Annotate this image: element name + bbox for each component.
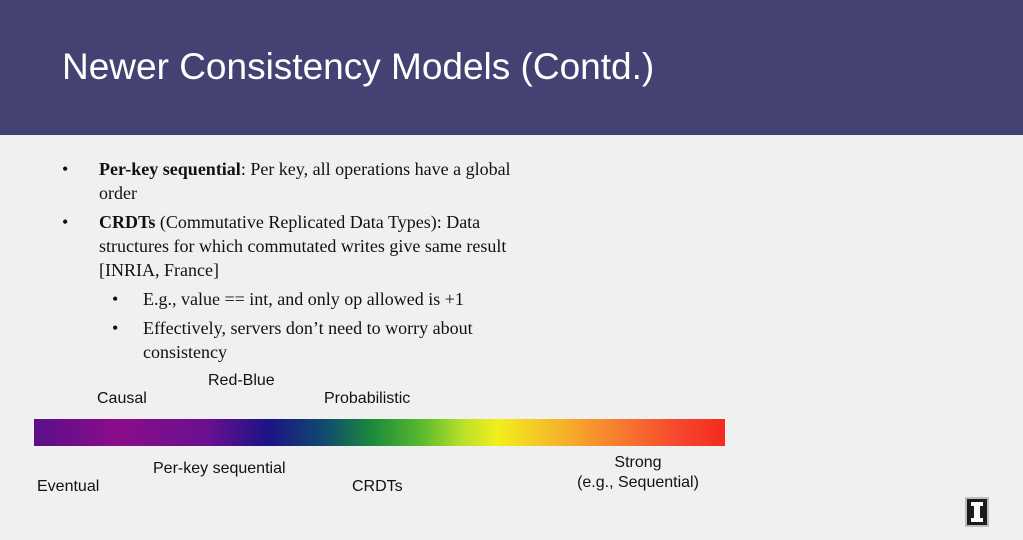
bullet-text-continued: consistency: [143, 342, 227, 362]
label-strong: Strong (e.g., Sequential): [568, 453, 708, 493]
bullet-text: Effectively, servers don’t need to worry…: [143, 318, 473, 338]
slide-header: Newer Consistency Models (Contd.): [0, 0, 1023, 135]
bullet-bold-term: Per-key sequential: [99, 159, 241, 179]
bullet-text: (Commutative Replicated Data Types): Dat…: [155, 212, 481, 232]
label-eventual: Eventual: [37, 478, 100, 495]
subbullet-effectively: • Effectively, servers don’t need to wor…: [112, 316, 552, 364]
bullet-marker: •: [112, 318, 119, 338]
bullet-bold-term: CRDTs: [99, 212, 156, 232]
subbullet-example: • E.g., value == int, and only op allowe…: [112, 287, 552, 311]
bullet-text-continued: structures for which commutated writes g…: [99, 236, 507, 256]
university-block-i-logo-icon: [965, 497, 989, 527]
label-per-key-sequential: Per-key sequential: [153, 460, 286, 477]
consistency-spectrum-bar: [34, 419, 725, 446]
bullet-text: : Per key, all operations have a global: [240, 159, 511, 179]
label-causal: Causal: [97, 390, 147, 407]
label-strong-line1: Strong: [614, 454, 662, 471]
bullet-text-continued: order: [99, 183, 137, 203]
label-crdts: CRDTs: [352, 478, 403, 495]
bullet-marker: •: [62, 159, 69, 179]
label-probabilistic: Probabilistic: [324, 390, 411, 407]
bullet-text: E.g., value == int, and only op allowed …: [143, 289, 464, 309]
block-i-glyph: [971, 502, 983, 522]
bullet-marker: •: [112, 289, 119, 309]
bullet-marker: •: [62, 212, 69, 232]
bullet-per-key-sequential: • Per-key sequential: Per key, all opera…: [62, 157, 582, 205]
bullet-text-continued: [INRIA, France]: [99, 260, 219, 280]
slide-title: Newer Consistency Models (Contd.): [62, 46, 655, 87]
label-red-blue: Red-Blue: [208, 372, 275, 389]
bullet-crdts: • CRDTs (Commutative Replicated Data Typ…: [62, 210, 582, 282]
label-strong-line2: (e.g., Sequential): [577, 474, 699, 491]
